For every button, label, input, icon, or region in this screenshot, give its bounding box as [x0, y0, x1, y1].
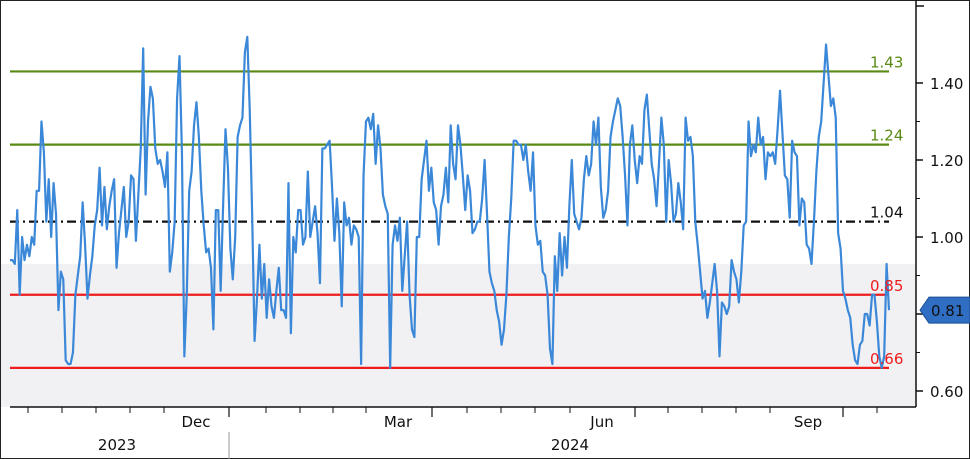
last-value-label: 0.81 [931, 302, 964, 320]
x-year-label: 2024 [551, 436, 589, 454]
x-month-label: Mar [384, 413, 413, 431]
level-label-1-04: 1.04 [870, 204, 903, 222]
x-year-label: 2023 [98, 436, 136, 454]
y-tick-label: 1.20 [930, 152, 963, 170]
lower-shaded-band [1, 263, 916, 407]
level-label-1-43: 1.43 [870, 53, 903, 71]
x-month-label: Jun [589, 413, 613, 431]
last-value-tag-shape [919, 296, 970, 324]
x-month-label: Dec [181, 413, 210, 431]
level-label-0-66: 0.66 [870, 350, 903, 368]
level-label-1-24: 1.24 [870, 127, 903, 145]
level-label-0-85: 0.85 [870, 277, 903, 295]
y-tick-label: 1.00 [930, 229, 963, 247]
y-tick-label: 1.40 [930, 75, 963, 93]
x-month-label: Sep [794, 413, 822, 431]
series-line [10, 35, 891, 369]
x-ticks: Dec Mar Jun Sep 2023 2024 [27, 407, 878, 454]
level-labels: 1.43 1.24 1.04 0.85 0.66 [870, 53, 903, 367]
y-tick-label: 0.60 [930, 383, 963, 401]
last-value-tag: 0.81 [919, 296, 970, 324]
